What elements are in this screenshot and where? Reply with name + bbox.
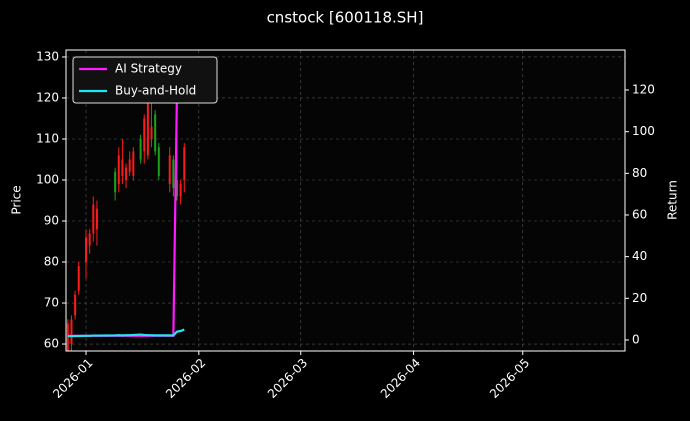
candle-body — [183, 147, 186, 180]
y2-tick-label: 20 — [632, 291, 647, 305]
candle-body — [157, 147, 160, 176]
y2-tick-label: 100 — [632, 124, 655, 138]
legend-label: Buy-and-Hold — [115, 84, 196, 98]
y-tick-label: 120 — [36, 90, 59, 104]
y-tick-label: 130 — [36, 49, 59, 63]
y-tick-label: 60 — [44, 337, 59, 351]
series-line — [67, 328, 185, 338]
candle-body — [85, 237, 88, 263]
candle-body — [146, 102, 149, 156]
candle-body — [132, 151, 135, 176]
candle-body — [150, 126, 153, 139]
candle-body — [128, 159, 131, 172]
candle-body — [117, 155, 120, 185]
candle-body — [70, 319, 73, 345]
candle-body — [175, 179, 178, 197]
y-tick-label: 110 — [36, 131, 59, 145]
candle-body — [172, 159, 175, 189]
candle-body — [88, 233, 91, 246]
axes-frame — [65, 49, 626, 352]
candle-body — [139, 138, 142, 160]
y2-tick-label: 40 — [632, 249, 647, 263]
y2-tick-label: 120 — [632, 82, 655, 96]
y-tick-label: 90 — [44, 214, 59, 228]
data-layer — [66, 89, 186, 351]
candle-body — [92, 204, 95, 234]
candle-body — [74, 294, 77, 316]
y-axis-label: Price — [10, 185, 24, 214]
candle-body — [179, 184, 182, 197]
y2-tick-label: 0 — [632, 332, 640, 346]
candle-body — [66, 323, 69, 351]
candle-body — [168, 155, 171, 185]
legend-box — [72, 56, 218, 104]
candle-body — [95, 208, 98, 230]
y-tick-label: 70 — [44, 296, 59, 310]
legend-label: AI Strategy — [115, 62, 182, 76]
candle-body — [121, 159, 124, 176]
y-tick-label: 100 — [36, 172, 59, 186]
y-tick-label: 80 — [44, 255, 59, 269]
legend: AI Strategy Buy-and-Hold — [72, 56, 218, 104]
y2-tick-label: 80 — [632, 166, 647, 180]
candle-body — [143, 118, 146, 152]
candle-body — [154, 114, 157, 152]
y2-axis-label: Return — [666, 180, 680, 220]
candle-body — [114, 171, 117, 193]
y2-tick-label: 60 — [632, 207, 647, 221]
candle-body — [77, 266, 80, 291]
candle-body — [125, 167, 128, 180]
chart-title: cnstock [600118.SH] — [267, 9, 424, 27]
